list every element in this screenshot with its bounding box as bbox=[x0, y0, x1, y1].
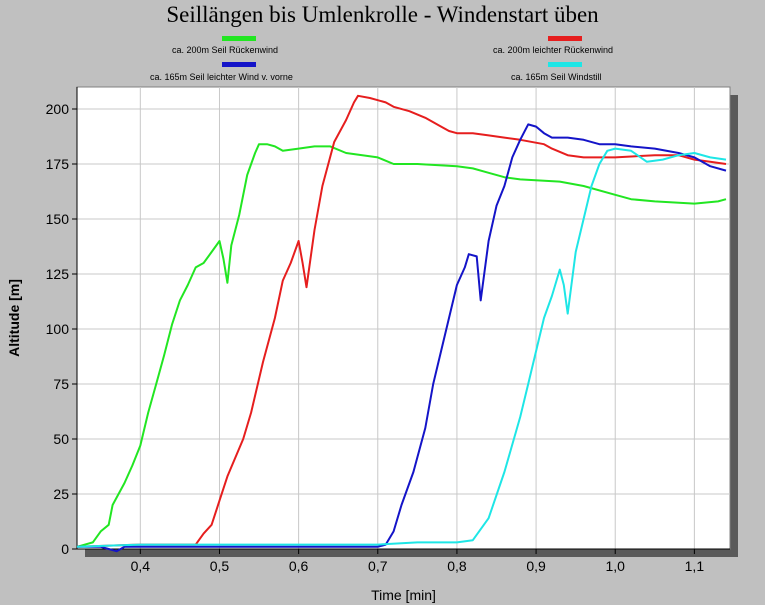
series-line-4 bbox=[76, 147, 727, 548]
x-tick-label: 0,8 bbox=[447, 558, 467, 574]
legend-swatch-cyan bbox=[548, 62, 582, 67]
legend-label-green: ca. 200m Seil Rückenwind bbox=[172, 45, 279, 55]
x-tick-label: 0,7 bbox=[368, 558, 388, 574]
x-tick-label: 0,6 bbox=[289, 558, 309, 574]
legend-label-red: ca. 200m leichter Rückenwind bbox=[493, 45, 614, 55]
y-axis-label: Altitude [m] bbox=[6, 279, 22, 357]
y-tick-label: 0 bbox=[61, 541, 69, 557]
chart-title: Seillängen bis Umlenkrolle - Windenstart… bbox=[166, 2, 599, 27]
y-tick-label: 25 bbox=[53, 486, 69, 502]
legend-label-cyan: ca. 165m Seil Windstill bbox=[511, 72, 602, 82]
x-axis-label: Time [min] bbox=[371, 587, 436, 603]
x-tick-label: 0,9 bbox=[526, 558, 546, 574]
y-tick-label: 50 bbox=[53, 431, 69, 447]
legend-swatch-blue bbox=[222, 62, 256, 67]
legend-label-blue: ca. 165m Seil leichter Wind v. vorne bbox=[150, 72, 293, 82]
x-tick-label: 0,5 bbox=[210, 558, 230, 574]
series-line-2 bbox=[76, 94, 727, 548]
series-line-1 bbox=[76, 143, 727, 548]
legend-swatch-red bbox=[548, 36, 582, 41]
y-tick-label: 150 bbox=[46, 211, 70, 227]
y-tick-label: 125 bbox=[46, 266, 70, 282]
y-tick-label: 200 bbox=[46, 101, 70, 117]
y-tick-label: 100 bbox=[46, 321, 70, 337]
x-tick-label: 1,0 bbox=[605, 558, 625, 574]
x-tick-label: 0,4 bbox=[131, 558, 151, 574]
y-tick-label: 175 bbox=[46, 156, 70, 172]
x-tick-label: 1,1 bbox=[685, 558, 705, 574]
legend-swatch-green bbox=[222, 36, 256, 41]
y-tick-label: 75 bbox=[53, 376, 69, 392]
series-line-3 bbox=[77, 123, 727, 553]
